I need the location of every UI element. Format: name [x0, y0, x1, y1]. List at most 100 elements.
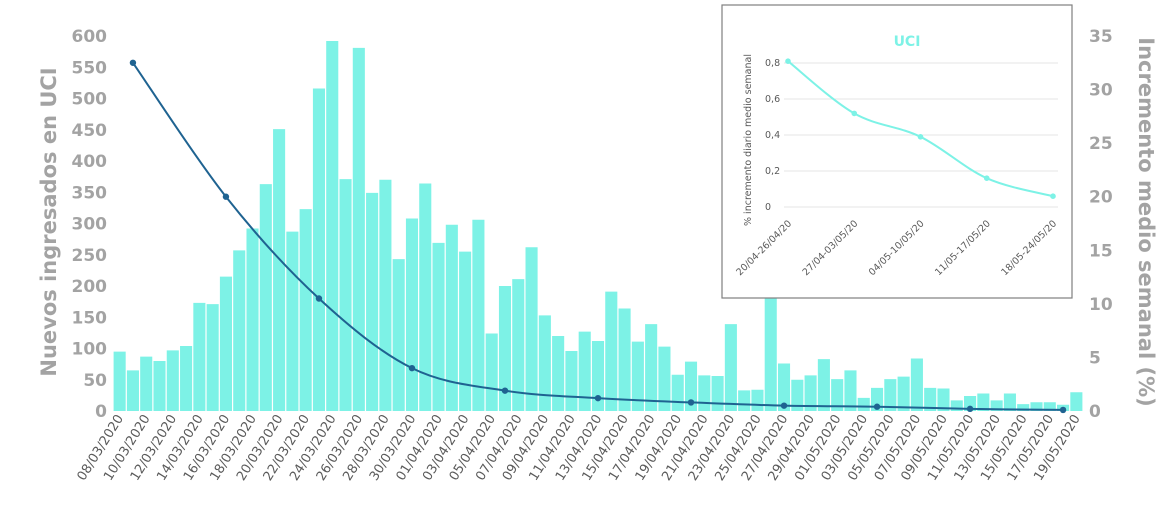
y-tick-label: 300: [72, 215, 108, 235]
bar: [684, 361, 698, 411]
y-tick-label: 500: [72, 90, 108, 110]
bar: [844, 370, 857, 411]
bar: [233, 250, 246, 411]
bar: [1070, 392, 1083, 411]
y-tick-label: 350: [72, 183, 108, 203]
bar: [445, 224, 458, 411]
y-tick-label: 550: [72, 58, 108, 78]
bar: [631, 341, 644, 411]
y2-tick-label: 0: [1089, 402, 1101, 422]
bar: [219, 276, 232, 411]
y2-tick-label: 5: [1089, 348, 1101, 368]
bar: [870, 387, 884, 411]
bar: [193, 302, 206, 411]
y2-tick-label: 25: [1089, 134, 1113, 154]
bar: [140, 356, 153, 411]
y-tick-label: 150: [72, 308, 108, 328]
bar: [459, 251, 472, 411]
bar: [299, 209, 312, 411]
trend-line-group: [129, 59, 1067, 414]
bar: [857, 397, 870, 411]
y2-tick-label: 10: [1089, 295, 1113, 315]
bar: [1003, 393, 1016, 411]
series-point: [780, 402, 788, 409]
inset-y-tick-label: 0,4: [765, 130, 780, 141]
bar: [312, 88, 326, 411]
bar: [126, 370, 139, 411]
y2-tick-label: 15: [1089, 241, 1113, 261]
y2-tick-label: 35: [1089, 27, 1113, 47]
bar: [552, 336, 565, 411]
y2-axis-ticks: 0 5 10 15 20 25 30 35: [1089, 27, 1113, 422]
bar: [538, 315, 551, 411]
bar: [180, 346, 193, 411]
x-axis-ticks: 08/03/202010/03/202012/03/202014/03/2020…: [75, 412, 1084, 483]
inset-title: UCI: [894, 34, 921, 50]
series-point: [1059, 406, 1067, 414]
bar: [791, 379, 804, 411]
y2-tick-label: 20: [1089, 188, 1113, 208]
bar: [206, 304, 219, 411]
y-axis-ticks: 0 50 100 150 200 250 300 350 400 450 500 550 600: [72, 27, 108, 422]
inset-chart: 00,20,40,60,8 20/04-26/04/20 27/04-03/05/…: [721, 4, 1073, 299]
bar: [578, 331, 591, 411]
inset-y-axis-title: % incremento diario medio semanal: [743, 54, 754, 226]
y-tick-label: 600: [72, 27, 108, 47]
bar: [964, 396, 977, 411]
bar: [379, 179, 392, 411]
bar: [565, 351, 578, 411]
bar: [910, 358, 923, 411]
y-tick-label: 100: [72, 340, 108, 360]
bar: [498, 286, 512, 411]
y2-tick-label: 30: [1089, 81, 1113, 101]
bar: [698, 375, 711, 411]
bar: [352, 47, 365, 411]
inset-y-tick-label: 0: [765, 202, 771, 213]
series-point: [687, 399, 695, 406]
inset-y-tick-label: 0,8: [765, 58, 780, 69]
bar: [432, 242, 445, 411]
bar: [751, 389, 764, 411]
bar: [273, 129, 286, 411]
series-point: [501, 387, 509, 394]
inset-series-point: [1050, 193, 1056, 199]
bar: [339, 179, 352, 411]
inset-y-tick-label: 0,6: [765, 94, 780, 105]
y-tick-label: 250: [72, 246, 108, 266]
bar: [937, 388, 950, 411]
bar: [764, 296, 777, 411]
bar: [1017, 404, 1030, 411]
series-point: [966, 405, 974, 413]
bar: [525, 247, 538, 411]
y-tick-label: 200: [72, 277, 108, 297]
bar: [366, 192, 379, 411]
inset-series-point: [983, 175, 990, 181]
inset-y-tick-label: 0,2: [765, 166, 780, 177]
bar: [831, 379, 844, 411]
inset-series-point: [917, 134, 924, 140]
inset-series-point: [785, 58, 791, 64]
bar: [884, 379, 897, 411]
bar: [977, 393, 990, 411]
bar: [618, 308, 631, 411]
bar: [113, 351, 126, 411]
bar: [259, 184, 272, 411]
series-line: [132, 62, 1064, 411]
bar: [724, 324, 737, 411]
bar: [645, 324, 658, 411]
bar: [246, 228, 259, 411]
bar: [990, 400, 1003, 411]
bar: [817, 359, 830, 411]
bar: [405, 218, 419, 411]
inset-frame: [721, 4, 1073, 299]
bar: [711, 376, 724, 411]
series-point: [594, 394, 602, 402]
bar: [1043, 402, 1056, 411]
inset-line-group: [785, 58, 1056, 199]
bar: [591, 341, 605, 411]
bar: [472, 219, 485, 411]
bar: [392, 259, 405, 411]
bar: [671, 374, 684, 411]
